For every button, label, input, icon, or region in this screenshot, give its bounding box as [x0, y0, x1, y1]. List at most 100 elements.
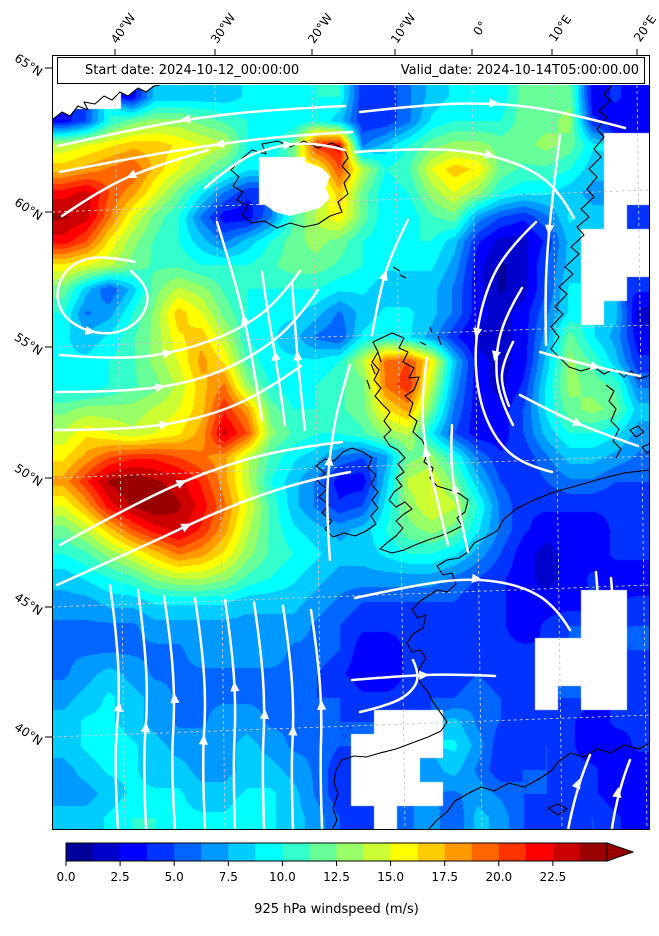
colorbar-extend-arrow [606, 842, 635, 862]
streamline-arrowhead [492, 350, 501, 362]
colorbar-tick-label: 5.0 [165, 870, 184, 884]
colorbar-caption: 925 hPa windspeed (m/s) [254, 902, 419, 917]
coastline [629, 425, 650, 454]
streamline [60, 148, 210, 218]
colorbar-tick-label: 10.0 [269, 870, 296, 884]
streamline [203, 142, 347, 190]
colorbar-segment [390, 843, 419, 861]
streamline [162, 594, 177, 830]
parallel-line [52, 455, 650, 479]
valid-date-text: Valid_date: 2024-10-14T05:00:00.00 [400, 63, 639, 78]
colorbar: 0.0 2.5 5.0 7.5 10.0 12.5 15.0 17.5 20.0 22.5 [56, 842, 635, 884]
streamline-arrowhead [572, 417, 584, 426]
colorbar-tick-label: 7.5 [219, 870, 238, 884]
colorbar-segment [120, 843, 148, 861]
streamline-arrowhead [422, 446, 432, 458]
map-clipped-layer [52, 85, 650, 830]
colorbar-segment [93, 843, 121, 861]
streamline [56, 256, 149, 335]
streamline [58, 130, 354, 174]
colorbar-segment [552, 843, 581, 861]
streamline [353, 578, 572, 632]
streamline [136, 588, 149, 830]
coastline [230, 140, 351, 229]
coastline [315, 447, 379, 538]
streamline-arrowhead [162, 349, 174, 359]
streamline-arrowhead [140, 721, 150, 733]
coastline [427, 742, 650, 830]
streamline-arrowhead [451, 482, 461, 494]
streamline [223, 598, 237, 830]
streamline-arrowhead [230, 680, 240, 692]
streamline-arrowhead [612, 786, 622, 798]
meridian-line [551, 85, 563, 830]
colorbar-segment [525, 843, 554, 861]
streamline-arrowhead [378, 269, 388, 282]
streamline-arrowhead [288, 725, 298, 736]
coastline [605, 384, 622, 459]
streamline [353, 148, 576, 220]
streamlines [53, 102, 642, 830]
meridian-line [214, 85, 226, 830]
streamline-arrowhead [113, 701, 124, 712]
streamline-arrowhead [259, 708, 270, 720]
start-date-text: Start date: 2024-10-12_00:00:00 [85, 63, 300, 78]
streamline [281, 604, 295, 830]
streamline-arrowhead [179, 114, 191, 124]
streamline-arrowhead [125, 169, 138, 179]
streamline [309, 608, 324, 830]
streamline-arrowhead [471, 573, 483, 583]
streamline-arrowhead [180, 523, 192, 533]
colorbar-segment [66, 843, 94, 861]
streamline-arrowhead [473, 327, 483, 339]
parallel-line [52, 584, 650, 608]
colorbar-segment [363, 843, 392, 861]
graticule [52, 85, 650, 830]
colorbar-tick-label: 0.0 [56, 870, 75, 884]
coastline [366, 266, 442, 390]
streamline-arrowhead [589, 361, 601, 371]
coastline [547, 803, 568, 816]
streamline-arrowhead [170, 692, 180, 704]
colorbar-tick-label: 20.0 [485, 870, 512, 884]
streamline [518, 393, 640, 448]
streamline-arrowhead [545, 224, 555, 236]
streamline-arrowhead [240, 313, 250, 325]
streamline-arrowhead [595, 608, 605, 620]
colorbar-segment [417, 843, 446, 861]
streamline-arrowhead [198, 734, 208, 745]
streamline [370, 218, 410, 337]
streamline-arrowhead [484, 149, 496, 159]
colorbar-segment [174, 843, 202, 861]
coastline [52, 85, 161, 121]
landmask-fill [260, 162, 330, 216]
streamline-arrowhead [610, 613, 620, 625]
streamline [538, 350, 642, 378]
meridian-line [471, 85, 483, 830]
streamline-arrowhead [213, 138, 225, 149]
streamline-arrowhead [317, 699, 327, 711]
streamline-arrowhead [282, 140, 294, 150]
streamline [544, 133, 562, 347]
streamline-arrowhead [271, 349, 281, 361]
colorbar-tick-label: 2.5 [111, 870, 130, 884]
streamline [500, 340, 515, 408]
streamline [566, 753, 592, 830]
streamline [474, 220, 554, 474]
streamline [326, 363, 352, 562]
streamline [108, 583, 121, 830]
colorbar-tick-label: 22.5 [540, 870, 567, 884]
colorbar-segment [309, 843, 337, 861]
colorbar-tick-label: 12.5 [323, 870, 350, 884]
parallel-line [52, 189, 650, 213]
meridian-line [114, 85, 126, 830]
streamline [54, 288, 320, 394]
streamline [53, 364, 303, 432]
streamline [358, 658, 419, 714]
streamline [193, 596, 207, 830]
coastline [550, 85, 650, 380]
colorbar-segment [255, 843, 283, 861]
streamline [55, 470, 352, 587]
colorbar-segment [201, 843, 229, 861]
